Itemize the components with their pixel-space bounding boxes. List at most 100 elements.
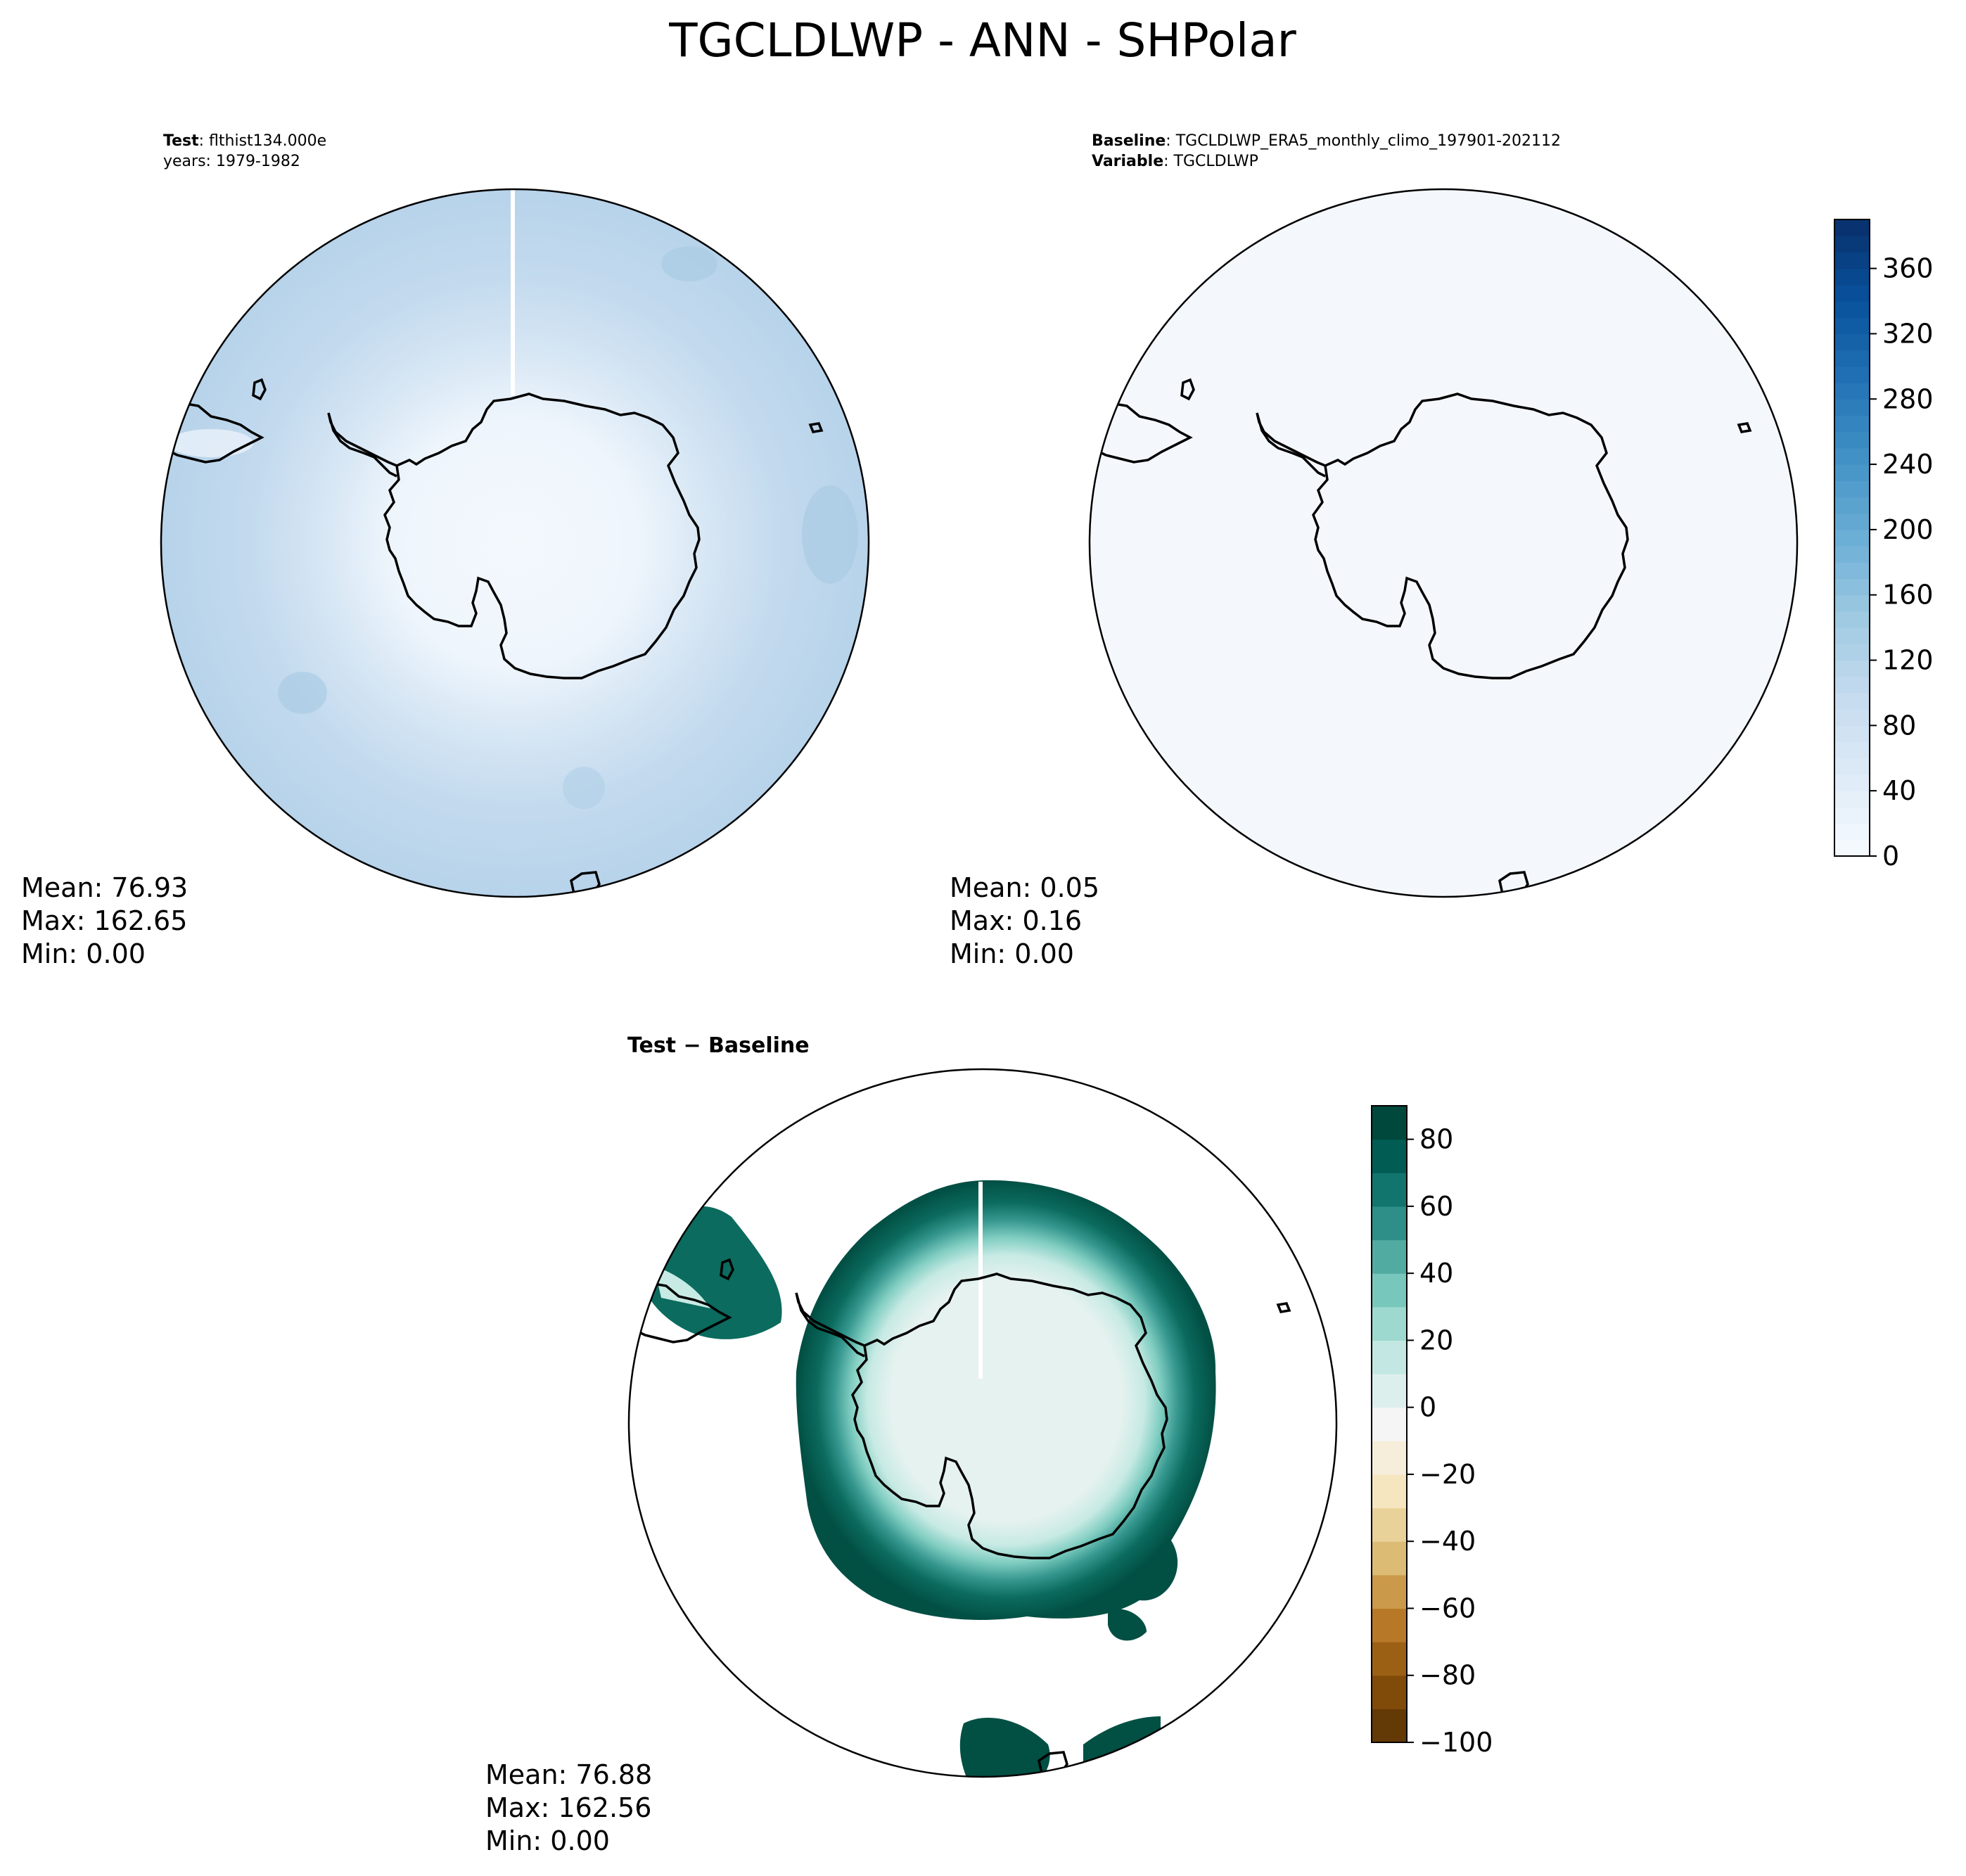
colorbar-tick-label: 40 [1882, 775, 1916, 806]
colorbar-band [1372, 1541, 1407, 1576]
colorbar-tick-label: 120 [1882, 645, 1934, 676]
colorbar-tick-label: −20 [1419, 1459, 1476, 1490]
colorbar-tick-label: 0 [1419, 1392, 1436, 1423]
colorbar-tick-label: 160 [1882, 580, 1934, 611]
colorbar-band [1834, 839, 1870, 857]
colorbar-band [1372, 1709, 1407, 1743]
colorbar-band [1834, 676, 1870, 694]
test-years: years: 1979-1982 [163, 153, 300, 170]
top-colorbar: 0 40 80 120 160 200 240 280 320 360 [1834, 219, 1934, 872]
colorbar-tick-label: 280 [1882, 383, 1934, 414]
diff-panel: Test − Baseline Mean: 76.88 Max: 162.56 … [485, 1033, 1338, 1856]
colorbar-band [1834, 791, 1870, 808]
baseline-min: Min: 0.00 [950, 938, 1074, 969]
colorbar-band [1372, 1239, 1407, 1274]
colorbar-band [1372, 1173, 1407, 1207]
colorbar-band [1372, 1407, 1407, 1441]
diff-colorbar-frame [1371, 1105, 1408, 1743]
colorbar-band [1834, 447, 1870, 465]
diff-map [629, 1069, 1336, 1777]
colorbar-band [1834, 268, 1870, 286]
baseline-variable-value: TGCLDLWP [1173, 153, 1258, 170]
colorbar-band [1834, 219, 1870, 236]
colorbar-tick-label: −80 [1419, 1660, 1476, 1691]
colorbar-tick-label: 60 [1419, 1191, 1453, 1222]
baseline-variable-bold: Variable [1092, 153, 1163, 170]
colorbar-tick-label: 40 [1419, 1258, 1453, 1289]
colorbar-band [1372, 1106, 1407, 1140]
baseline-panel: Baseline: TGCLDLWP_ERA5_monthly_climo_19… [950, 132, 1799, 969]
colorbar-band [1834, 464, 1870, 481]
colorbar-tick-label: 0 [1882, 841, 1899, 872]
top-colorbar-bands [1834, 219, 1870, 857]
colorbar-band [1834, 758, 1870, 775]
top-colorbar-frame [1834, 219, 1870, 857]
colorbar-band [1372, 1474, 1407, 1509]
colorbar-band [1834, 399, 1870, 416]
colorbar-band [1372, 1374, 1407, 1408]
figure-title: TGCLDLWP - ANN - SHPolar [668, 13, 1296, 68]
colorbar-band [1834, 546, 1870, 563]
test-map-boundary [160, 188, 870, 898]
colorbar-band [1834, 301, 1870, 318]
colorbar-band [1834, 333, 1870, 351]
test-min: Min: 0.00 [21, 938, 146, 969]
colorbar-band [1372, 1206, 1407, 1241]
test-label-bold: Test [163, 132, 199, 150]
diff-colorbar-bands [1372, 1106, 1407, 1743]
colorbar-tick-label: 20 [1419, 1325, 1453, 1355]
colorbar-tick-label: 240 [1882, 449, 1934, 480]
colorbar-band [1834, 594, 1870, 612]
colorbar-band [1372, 1574, 1407, 1609]
colorbar-tick-label: −60 [1419, 1593, 1476, 1623]
colorbar-band [1834, 660, 1870, 677]
baseline-max: Max: 0.16 [950, 905, 1082, 936]
colorbar-tick-label: −100 [1419, 1727, 1493, 1758]
colorbar-band [1834, 823, 1870, 841]
diff-max: Max: 162.56 [485, 1792, 651, 1823]
baseline-label-bold: Baseline [1092, 132, 1166, 150]
baseline-map-boundary [1088, 188, 1799, 898]
colorbar-tick-label: −40 [1419, 1526, 1476, 1557]
baseline-variable: Variable: TGCLDLWP [1092, 153, 1258, 170]
colorbar-band [1834, 383, 1870, 400]
colorbar-band [1834, 252, 1870, 269]
top-colorbar-ticks: 0 40 80 120 160 200 240 280 320 360 [1870, 253, 1934, 872]
colorbar-band [1834, 611, 1870, 628]
colorbar-tick-label: 320 [1882, 318, 1934, 349]
colorbar-band [1834, 578, 1870, 596]
colorbar-band [1834, 725, 1870, 743]
test-label: Test: flthist134.000e [163, 132, 326, 150]
colorbar-band [1834, 627, 1870, 644]
colorbar-band [1834, 497, 1870, 514]
colorbar-band [1834, 513, 1870, 530]
colorbar-band [1834, 644, 1870, 661]
colorbar-band [1834, 317, 1870, 335]
baseline-label: Baseline: TGCLDLWP_ERA5_monthly_climo_19… [1092, 132, 1561, 150]
colorbar-tick-label: 80 [1419, 1124, 1453, 1155]
colorbar-tick-label: 360 [1882, 253, 1934, 284]
colorbar-band [1834, 236, 1870, 253]
colorbar-band [1372, 1139, 1407, 1173]
colorbar-band [1834, 741, 1870, 759]
colorbar-band [1372, 1608, 1407, 1642]
baseline-map [1090, 189, 1797, 897]
diff-mean: Mean: 76.88 [485, 1759, 652, 1790]
colorbar-band [1834, 692, 1870, 710]
colorbar-tick-label: 80 [1882, 710, 1916, 741]
baseline-mean: Mean: 0.05 [950, 872, 1099, 903]
colorbar-band [1372, 1306, 1407, 1341]
colorbar-band [1834, 431, 1870, 449]
diff-colorbar: −100 −80 −60 −40 −20 0 20 40 60 80 [1371, 1105, 1493, 1758]
colorbar-tick-label: 200 [1882, 514, 1934, 545]
colorbar-band [1834, 709, 1870, 726]
colorbar-band [1834, 350, 1870, 367]
colorbar-band [1834, 415, 1870, 433]
test-panel: Test: flthist134.000e years: 1979-1982 M… [21, 132, 870, 969]
diff-map-boundary [627, 1068, 1338, 1778]
diff-title: Test − Baseline [627, 1033, 810, 1058]
colorbar-band [1834, 562, 1870, 580]
colorbar-band [1372, 1340, 1407, 1374]
test-map [161, 189, 869, 897]
